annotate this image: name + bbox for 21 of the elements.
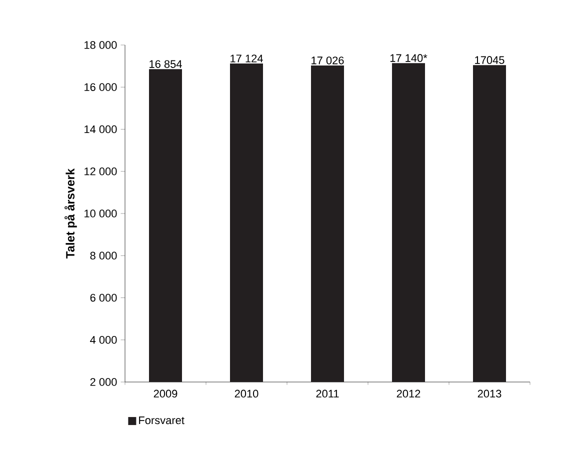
y-tick-label: 4 000 <box>90 336 117 344</box>
y-tick-label: 10 000 <box>84 210 117 218</box>
data-label: 16 854 <box>150 60 182 68</box>
y-tick-label: 2 000 <box>90 378 117 386</box>
y-tick-label: 12 000 <box>84 168 117 176</box>
x-tick-label: 2012 <box>396 390 420 398</box>
data-label: 17045 <box>475 56 504 64</box>
y-tick-label: 16 000 <box>84 83 117 92</box>
y-tick-label: 14 000 <box>84 125 117 134</box>
y-tick-label: 8 000 <box>90 252 117 260</box>
y-tick-label: 18 000 <box>84 41 117 49</box>
x-tick-label: 2013 <box>478 390 502 398</box>
data-label: 17 140* <box>390 54 428 62</box>
y-axis-title: Talet på årsverk <box>64 168 77 258</box>
data-label: 17 124 <box>230 54 263 62</box>
x-tick-label: 2010 <box>234 390 258 398</box>
data-label: 17 026 <box>312 56 344 64</box>
x-tick-label: 2011 <box>316 390 339 398</box>
y-tick-label: 6 000 <box>90 294 117 302</box>
legend-label: Forsvaret <box>139 416 184 424</box>
x-tick-label: 2009 <box>154 390 178 398</box>
